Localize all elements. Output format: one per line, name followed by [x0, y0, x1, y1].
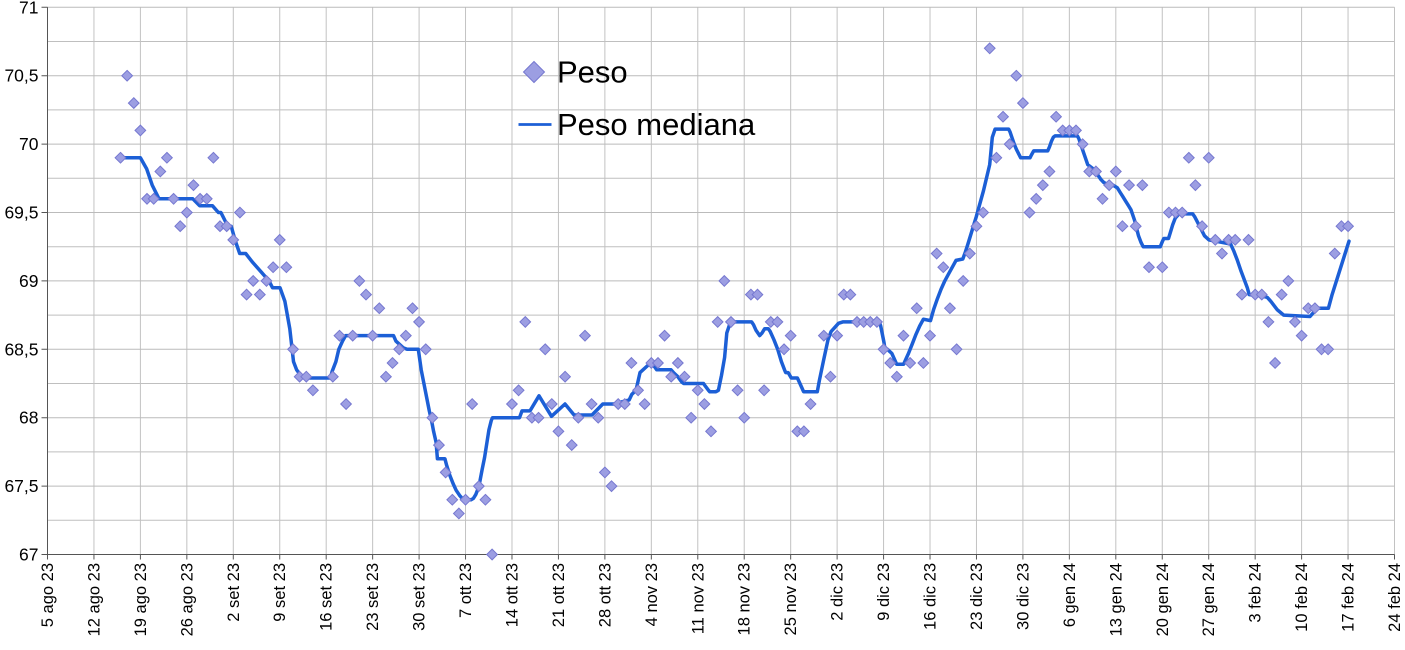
svg-text:16 set 23: 16 set 23: [318, 563, 336, 631]
svg-text:70: 70: [19, 134, 39, 154]
svg-text:Peso mediana: Peso mediana: [557, 107, 756, 142]
svg-text:30 dic 23: 30 dic 23: [1014, 563, 1032, 630]
svg-text:69,5: 69,5: [4, 203, 38, 223]
svg-text:14 ott 23: 14 ott 23: [503, 563, 521, 627]
svg-text:16 dic 23: 16 dic 23: [922, 563, 940, 630]
svg-text:Peso: Peso: [557, 55, 628, 90]
svg-text:19 ago 23: 19 ago 23: [132, 563, 150, 636]
svg-text:67,5: 67,5: [4, 476, 38, 496]
svg-text:30 set 23: 30 set 23: [411, 563, 429, 631]
svg-text:18 nov 23: 18 nov 23: [736, 563, 754, 635]
svg-text:71: 71: [19, 0, 38, 17]
svg-text:23 dic 23: 23 dic 23: [968, 563, 986, 630]
svg-text:25 nov 23: 25 nov 23: [782, 563, 800, 635]
svg-text:68: 68: [19, 408, 38, 428]
svg-text:13 gen 24: 13 gen 24: [1107, 563, 1125, 636]
svg-text:5 ago 23: 5 ago 23: [39, 563, 57, 627]
svg-text:26 ago 23: 26 ago 23: [178, 563, 196, 636]
svg-text:10 feb 24: 10 feb 24: [1293, 563, 1311, 632]
svg-text:9 set 23: 9 set 23: [271, 563, 289, 622]
svg-text:23 set 23: 23 set 23: [364, 563, 382, 631]
svg-text:21 ott 23: 21 ott 23: [550, 563, 568, 627]
svg-text:3 feb 24: 3 feb 24: [1247, 563, 1265, 623]
svg-text:69: 69: [19, 271, 38, 291]
svg-text:67: 67: [19, 545, 38, 565]
svg-text:6 gen 24: 6 gen 24: [1061, 563, 1079, 627]
svg-text:2 set 23: 2 set 23: [225, 563, 243, 622]
svg-text:11 nov 23: 11 nov 23: [689, 563, 707, 634]
svg-text:70,5: 70,5: [4, 66, 38, 86]
svg-text:20 gen 24: 20 gen 24: [1154, 563, 1172, 636]
svg-text:68,5: 68,5: [4, 339, 38, 359]
svg-text:24 feb 24: 24 feb 24: [1386, 563, 1404, 632]
svg-text:7 ott 23: 7 ott 23: [457, 563, 475, 618]
svg-text:9 dic 23: 9 dic 23: [875, 563, 893, 621]
svg-text:2 dic 23: 2 dic 23: [829, 563, 847, 621]
svg-text:12 ago 23: 12 ago 23: [85, 563, 103, 636]
svg-text:28 ott 23: 28 ott 23: [596, 563, 614, 627]
svg-text:4 nov 23: 4 nov 23: [643, 563, 661, 626]
svg-text:27 gen 24: 27 gen 24: [1200, 563, 1218, 636]
svg-text:17 feb 24: 17 feb 24: [1340, 563, 1358, 632]
